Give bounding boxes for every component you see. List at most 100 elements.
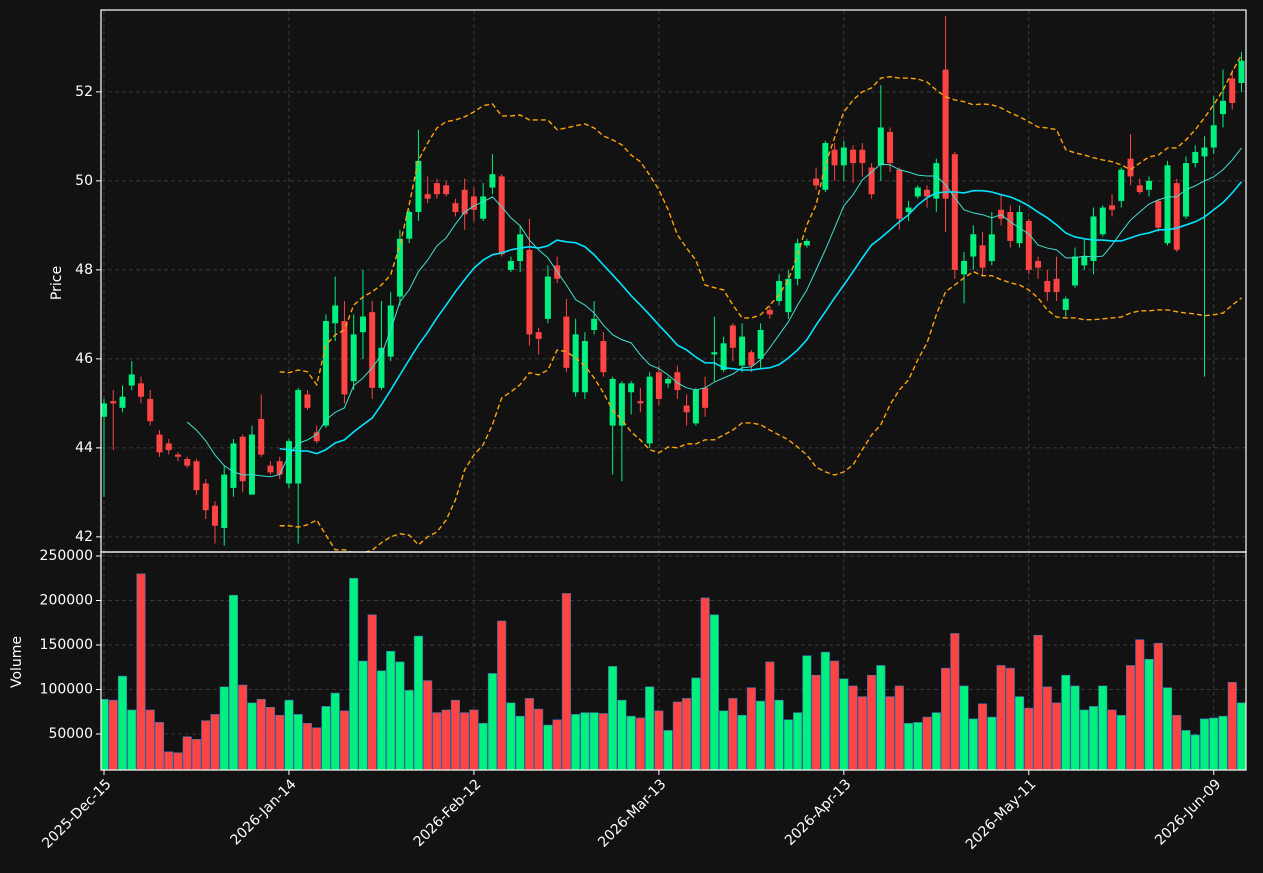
y-tick-label: 42 <box>75 529 93 545</box>
volume-bar <box>682 698 692 770</box>
volume-bar <box>709 614 719 770</box>
candle-body <box>406 212 413 239</box>
volume-bar <box>626 715 636 770</box>
volume-bar <box>1070 685 1080 770</box>
volume-bar <box>811 674 821 770</box>
candle-body <box>785 278 792 313</box>
candle-body <box>424 194 431 199</box>
volume-bar <box>894 685 904 770</box>
candle-body <box>776 281 783 302</box>
volume-bar <box>552 719 562 770</box>
volume-bar <box>524 698 534 770</box>
volume-bar <box>478 722 488 770</box>
candle-body <box>739 336 746 366</box>
volume-bar <box>1005 667 1015 770</box>
volume-bar <box>275 714 285 770</box>
volume-bar <box>228 594 239 770</box>
volume-bar <box>802 655 812 770</box>
candle-body <box>535 332 542 339</box>
volume-bar <box>1088 706 1099 770</box>
volume-bar <box>1218 715 1228 770</box>
candle-body <box>868 167 875 195</box>
volume-bar <box>941 667 951 770</box>
volume-panel <box>101 573 1246 770</box>
candle-body <box>350 334 357 382</box>
volume-bar <box>931 712 941 770</box>
volume-bar <box>774 699 784 770</box>
candle-body <box>415 160 422 213</box>
volume-bar <box>460 712 470 770</box>
candle-body <box>628 383 635 393</box>
candle-body <box>822 143 829 190</box>
volume-bar <box>441 709 451 770</box>
volume-bar <box>922 716 932 770</box>
volume-bar <box>101 698 109 770</box>
volume-bar <box>608 666 618 770</box>
candle-body <box>840 147 847 166</box>
volume-bar <box>617 699 627 770</box>
candle-body <box>1099 207 1106 235</box>
volume-bar <box>691 677 701 770</box>
volume-bar <box>737 714 747 770</box>
volume-bar <box>302 722 313 770</box>
volume-bar <box>978 703 988 770</box>
candle-body <box>202 483 209 511</box>
volume-axis-label: Volume <box>9 636 25 688</box>
volume-bar <box>515 715 525 770</box>
candle-body <box>1127 158 1134 177</box>
volume-bar <box>1144 658 1154 770</box>
candle-body <box>803 240 810 246</box>
volume-bar <box>1014 696 1025 770</box>
volume-bar <box>506 702 516 770</box>
volume-bar <box>1209 717 1219 770</box>
volume-bar <box>136 573 146 770</box>
volume-bar <box>312 727 322 770</box>
volume-bar <box>561 593 571 770</box>
candle-body <box>794 243 801 279</box>
volume-bar <box>469 709 479 770</box>
candle-body <box>618 383 625 426</box>
candle-body <box>1118 169 1125 201</box>
overlay-line <box>279 181 1243 455</box>
candle-body <box>526 249 533 335</box>
volume-bar <box>580 712 590 770</box>
volume-bar <box>645 686 655 770</box>
volume-bar <box>756 700 766 770</box>
volume-bar <box>164 751 174 770</box>
candle-body <box>1210 125 1217 148</box>
y-axis-label: Price <box>49 266 65 300</box>
volume-bar <box>413 635 423 770</box>
candle-body <box>1025 220 1032 270</box>
candle-body <box>692 390 699 424</box>
volume-bar <box>423 680 433 770</box>
volume-bar <box>700 597 710 770</box>
candle-body <box>637 401 644 404</box>
candle-body <box>1146 180 1153 190</box>
volume-bar <box>996 665 1006 770</box>
y-tick-label: 52 <box>75 84 93 100</box>
volume-bar <box>543 724 553 770</box>
candle-body <box>905 207 912 213</box>
candle-body <box>1220 100 1227 115</box>
candle-body <box>591 318 598 330</box>
candle-body <box>1201 147 1208 157</box>
volume-tick-label: 100000 <box>40 681 93 697</box>
candle-body <box>443 185 450 195</box>
volume-axes-frame <box>100 551 1247 771</box>
volume-tick-label: 50000 <box>48 726 93 742</box>
candle-body <box>341 321 348 395</box>
candle-body <box>711 352 718 355</box>
candle-body <box>211 505 218 526</box>
candle-body <box>877 127 884 166</box>
candle-body <box>850 149 857 164</box>
volume-bar <box>1135 639 1145 770</box>
volume-bar <box>1162 687 1173 770</box>
volume-bar <box>876 665 886 770</box>
volume-bar <box>719 710 729 770</box>
candle-body <box>1081 256 1088 266</box>
candle-body <box>914 187 921 197</box>
candle-body <box>655 372 662 399</box>
volume-bar <box>654 710 664 770</box>
volume-bar <box>191 739 202 770</box>
candle-body <box>1192 151 1199 164</box>
